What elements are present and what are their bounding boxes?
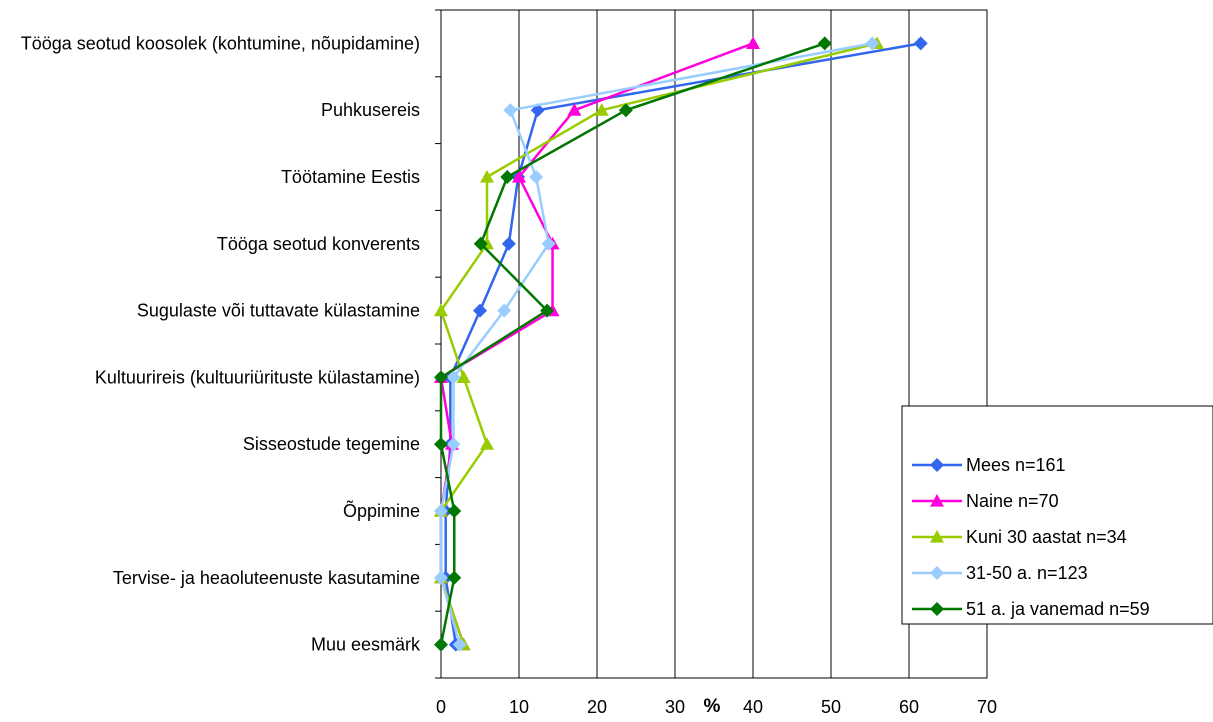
legend-label: 31-50 a. n=123 <box>966 563 1088 583</box>
data-point <box>434 303 448 317</box>
data-point <box>497 303 512 318</box>
legend-label: Kuni 30 aastat n=34 <box>966 527 1127 547</box>
data-point <box>618 103 633 118</box>
legend-item: Kuni 30 aastat n=34 <box>912 527 1127 547</box>
category-label: Töötamine Eestis <box>281 167 420 187</box>
data-point <box>930 602 944 616</box>
data-point <box>447 570 462 585</box>
data-point <box>447 504 462 518</box>
category-label: Tervise- ja heaoluteenuste kasutamine <box>113 568 420 588</box>
data-point <box>529 170 544 184</box>
data-point <box>456 370 471 383</box>
category-labels: Tööga seotud koosolek (kohtumine, nõupid… <box>21 33 421 654</box>
x-tick-label: 10 <box>509 697 529 717</box>
data-point <box>434 370 448 385</box>
data-point <box>567 103 582 116</box>
category-label: Sugulaste või tuttavate külastamine <box>137 301 420 321</box>
data-point <box>930 530 944 543</box>
data-point <box>473 236 488 251</box>
x-tick-label: 50 <box>821 697 841 717</box>
data-point <box>434 437 448 452</box>
data-point <box>501 236 516 251</box>
data-point <box>473 303 487 318</box>
x-tick-label: 40 <box>743 697 763 717</box>
legend-label: Naine n=70 <box>966 491 1059 511</box>
data-point <box>594 103 609 116</box>
series-group <box>434 36 928 652</box>
x-tick-labels: 0 10 20 30 40 50 60 70 <box>436 697 997 717</box>
series-line <box>439 42 873 645</box>
x-tick-label: 20 <box>587 697 607 717</box>
series <box>434 36 832 652</box>
legend-item: Naine n=70 <box>912 491 1059 511</box>
plot-area <box>440 9 988 679</box>
category-label: Õppimine <box>343 500 420 521</box>
series <box>434 36 880 652</box>
legend-label: Mees n=161 <box>966 455 1066 475</box>
data-point <box>452 637 467 652</box>
category-label: Kultuurireis (kultuuriürituste külastami… <box>95 367 420 387</box>
x-tick-label: 30 <box>665 697 685 717</box>
legend: Mees n=161 Naine n=70 Kuni 30 aastat n=34 3… <box>901 405 1213 625</box>
data-point <box>930 458 944 472</box>
legend-item: 31-50 a. n=123 <box>912 563 1088 583</box>
category-label: Sisseostude tegemine <box>243 434 420 454</box>
axis-ticks <box>435 9 441 679</box>
data-point <box>865 36 880 51</box>
x-tick-label: 70 <box>977 697 997 717</box>
data-point <box>930 494 944 507</box>
x-tick-label: 60 <box>899 697 919 717</box>
series-line <box>439 42 826 645</box>
data-point <box>512 170 526 183</box>
data-point <box>913 36 928 51</box>
data-point <box>446 370 461 385</box>
data-point <box>540 303 555 318</box>
data-point <box>541 236 556 251</box>
data-point <box>434 504 448 518</box>
category-label: Muu eesmärk <box>311 635 421 655</box>
data-point <box>480 437 495 450</box>
series-line <box>444 42 921 645</box>
legend-item: 51 a. ja vanemad n=59 <box>912 599 1150 619</box>
category-label: Puhkusereis <box>321 100 420 120</box>
legend-item: Mees n=161 <box>912 455 1066 475</box>
data-point <box>930 566 944 580</box>
data-point <box>434 570 448 585</box>
data-point <box>434 637 448 652</box>
legend-label: 51 a. ja vanemad n=59 <box>966 599 1150 619</box>
x-tick-label: 0 <box>436 697 446 717</box>
data-point <box>480 170 495 183</box>
data-point <box>446 437 461 452</box>
data-point <box>500 170 515 184</box>
category-label: Tööga seotud koosolek (kohtumine, nõupid… <box>21 33 420 53</box>
legend-box <box>901 405 1213 625</box>
category-label: Tööga seotud konverents <box>217 234 420 254</box>
data-point <box>817 36 832 51</box>
data-point <box>503 103 518 118</box>
x-axis-unit: % <box>704 696 721 717</box>
data-point <box>746 36 760 49</box>
